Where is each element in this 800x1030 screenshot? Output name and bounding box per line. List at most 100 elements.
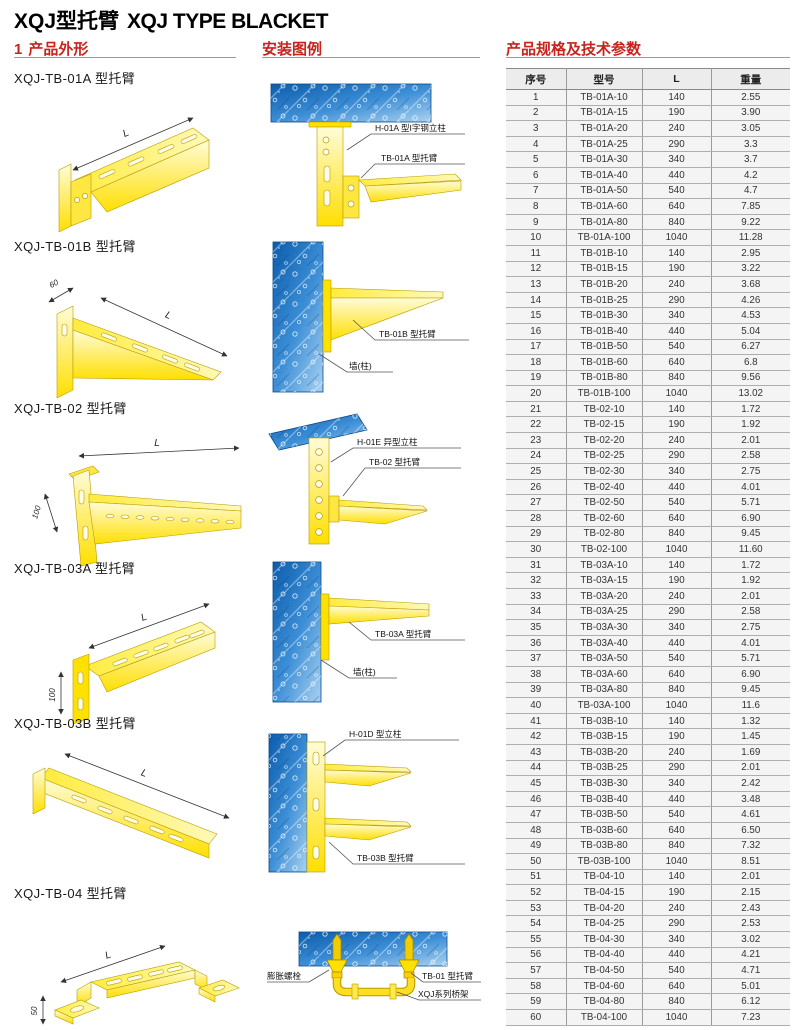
table-cell: 4.61: [711, 806, 790, 823]
table-cell: TB-01A-80: [566, 214, 643, 231]
table-cell: 540: [642, 806, 712, 823]
leader-line: [346, 133, 465, 151]
table-cell: 19: [506, 370, 567, 387]
table-cell: TB-01A-15: [566, 105, 643, 122]
table-cell: 60: [506, 1009, 567, 1026]
table-cell: TB-04-40: [566, 947, 643, 964]
dimension-line-l: [88, 603, 210, 649]
install-diagram-6: 膨胀螺栓 TB-01 型托臂 XQJ系列桥架: [267, 931, 481, 1001]
table-row: 34 TB-03A-25 290 2.58: [506, 604, 790, 621]
table-cell: 11: [506, 245, 567, 262]
bracket-arm-front: [88, 501, 242, 545]
table-cell: 140: [642, 713, 712, 730]
table-row: 3 TB-01A-20 240 3.05: [506, 120, 790, 137]
table-row: 38 TB-03A-60 640 6.90: [506, 666, 790, 683]
table-row: 9 TB-01A-80 840 9.22: [506, 214, 790, 231]
table-cell: 27: [506, 494, 567, 512]
col-header-weight: 重量: [711, 68, 790, 90]
table-cell: TB-03A-60: [566, 666, 643, 683]
table-cell: 240: [642, 432, 712, 449]
table-cell: 39: [506, 682, 567, 699]
table-cell: TB-02-40: [566, 479, 643, 496]
right-foot-front: [198, 987, 216, 1003]
bracket-arm-front: [338, 505, 428, 525]
table-cell: 46: [506, 791, 567, 808]
table-cell: 1.45: [711, 728, 790, 745]
table-row: 37 TB-03A-50 540 5.71: [506, 650, 790, 667]
table-cell: 11.6: [711, 697, 790, 714]
table-cell: 4: [506, 136, 567, 153]
plate-slot: [77, 697, 84, 711]
table-row: 30 TB-02-100 1040 11.60: [506, 541, 790, 558]
table-cell: 540: [642, 339, 712, 356]
table-cell: 7.32: [711, 838, 790, 855]
table-cell: TB-04-25: [566, 915, 643, 933]
wall-plate: [322, 279, 332, 353]
table-row: 51 TB-04-10 140 2.01: [506, 869, 790, 886]
column-slot: [312, 845, 320, 860]
table-row: 14 TB-01B-25 290 4.26: [506, 292, 790, 309]
table-cell: 640: [642, 510, 712, 527]
table-row: 8 TB-01A-60 640 7.85: [506, 198, 790, 215]
bracket-arm-top: [324, 763, 412, 773]
table-cell: 43: [506, 744, 567, 761]
table-cell: 51: [506, 869, 567, 886]
table-cell: TB-03B-100: [566, 853, 643, 870]
leader-line: [330, 447, 461, 463]
plate-slot: [61, 323, 68, 337]
table-row: 42 TB-03B-15 190 1.45: [506, 728, 790, 745]
table-cell: TB-03B-15: [566, 728, 643, 745]
table-cell: 5.04: [711, 323, 790, 340]
ceiling-texture: [271, 84, 431, 122]
table-cell: TB-03A-40: [566, 635, 643, 652]
table-cell: TB-02-25: [566, 448, 643, 465]
bracket-back-plate: [56, 305, 74, 399]
table-cell: 41: [506, 713, 567, 730]
table-cell: 640: [642, 978, 712, 995]
bolt-hole: [347, 200, 355, 208]
table-row: 31 TB-03A-10 140 1.72: [506, 557, 790, 574]
table-cell: 31: [506, 557, 567, 574]
table-cell: 2.58: [711, 604, 790, 621]
table-cell: 2.58: [711, 448, 790, 465]
table-header-row: 序号 型号 L 重量: [506, 68, 790, 90]
table-row: 10 TB-01A-100 1040 11.28: [506, 229, 790, 246]
table-cell: 11.60: [711, 541, 790, 558]
table-cell: 2.75: [711, 463, 790, 480]
table-cell: 24: [506, 448, 567, 465]
table-cell: TB-02-30: [566, 463, 643, 480]
leader-line: [342, 467, 461, 497]
table-cell: 11.28: [711, 229, 790, 246]
table-cell: 2.01: [711, 588, 790, 605]
table-cell: TB-03B-40: [566, 791, 643, 808]
table-cell: TB-03A-10: [566, 557, 643, 574]
table-row: 21 TB-02-10 140 1.72: [506, 401, 790, 418]
wall-plate: [320, 593, 330, 661]
table-cell: 32: [506, 572, 567, 589]
table-cell: 1.32: [711, 713, 790, 730]
rule-specs: [506, 57, 790, 58]
table-row: 49 TB-03B-80 840 7.32: [506, 838, 790, 855]
table-cell: 190: [642, 884, 712, 901]
bracket-arm-top: [330, 287, 444, 299]
left-foot-front: [54, 1009, 74, 1025]
product-heading-tb-01b: XQJ-TB-01B 型托臂: [14, 239, 136, 254]
product-drawing-tb-02: L 100: [30, 438, 242, 566]
table-row: 41 TB-03B-10 140 1.32: [506, 713, 790, 730]
table-cell: 840: [642, 993, 712, 1011]
section-title-specs: 产品规格及技术参数: [506, 38, 641, 59]
table-cell: TB-04-60: [566, 978, 643, 995]
bracket-arm-front: [72, 329, 214, 381]
table-cell: TB-04-20: [566, 900, 643, 917]
table-row: 35 TB-03A-30 340 2.75: [506, 619, 790, 636]
table-cell: TB-01B-80: [566, 370, 643, 387]
bolt-hole: [74, 197, 80, 203]
table-cell: 640: [642, 666, 712, 683]
hanger-bolt: [351, 983, 359, 1000]
table-cell: 55: [506, 931, 567, 948]
table-cell: TB-04-100: [566, 1009, 643, 1026]
product-heading-tb-04: XQJ-TB-04 型托臂: [14, 886, 127, 901]
arm-slots: [101, 332, 200, 372]
table-cell: 240: [642, 588, 712, 605]
callout-column: H-01D 型立柱: [349, 729, 402, 739]
